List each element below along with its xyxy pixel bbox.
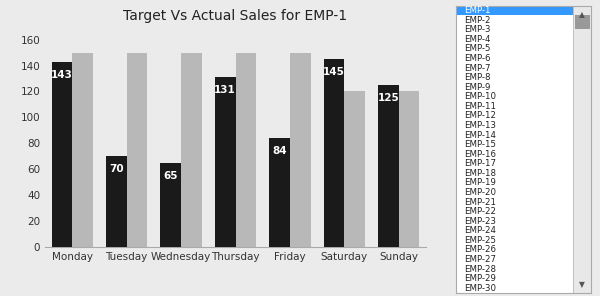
Text: EMP-2: EMP-2 [464, 16, 491, 25]
Text: EMP-29: EMP-29 [464, 274, 496, 283]
Text: EMP-15: EMP-15 [464, 140, 496, 149]
Text: EMP-9: EMP-9 [464, 83, 490, 92]
Text: EMP-6: EMP-6 [464, 54, 491, 63]
Bar [378, 85, 399, 247]
Text: EMP-10: EMP-10 [464, 92, 496, 101]
Text: EMP-25: EMP-25 [464, 236, 496, 245]
Text: EMP-1: EMP-1 [464, 6, 491, 15]
Bar [127, 53, 148, 247]
Text: EMP-21: EMP-21 [464, 198, 496, 207]
Legend: Sale, Target: Sale, Target [185, 294, 286, 296]
FancyBboxPatch shape [574, 6, 591, 293]
Text: EMP-17: EMP-17 [464, 159, 496, 168]
Text: EMP-12: EMP-12 [464, 112, 496, 120]
Text: 84: 84 [272, 146, 287, 156]
Text: EMP-23: EMP-23 [464, 217, 496, 226]
Bar [344, 91, 365, 247]
Text: EMP-4: EMP-4 [464, 35, 491, 44]
Text: EMP-20: EMP-20 [464, 188, 496, 197]
Bar [160, 163, 181, 247]
FancyBboxPatch shape [575, 15, 590, 29]
Text: EMP-18: EMP-18 [464, 169, 496, 178]
Text: EMP-22: EMP-22 [464, 207, 496, 216]
Bar [215, 77, 235, 247]
Text: EMP-24: EMP-24 [464, 226, 496, 235]
Text: EMP-13: EMP-13 [464, 121, 496, 130]
Bar [323, 59, 344, 247]
Text: EMP-30: EMP-30 [464, 284, 496, 293]
Bar [399, 91, 419, 247]
Text: EMP-3: EMP-3 [464, 25, 491, 34]
Bar [290, 53, 311, 247]
Text: ▼: ▼ [579, 280, 585, 289]
Text: EMP-27: EMP-27 [464, 255, 496, 264]
Text: EMP-7: EMP-7 [464, 64, 491, 73]
Text: 131: 131 [214, 85, 236, 95]
Text: 145: 145 [323, 67, 345, 77]
Text: EMP-14: EMP-14 [464, 131, 496, 140]
Text: 65: 65 [163, 171, 178, 181]
Text: EMP-26: EMP-26 [464, 245, 496, 255]
FancyBboxPatch shape [456, 6, 574, 15]
Bar [52, 62, 72, 247]
Text: EMP-8: EMP-8 [464, 73, 491, 82]
Text: ▲: ▲ [579, 10, 585, 19]
Text: EMP-5: EMP-5 [464, 44, 491, 54]
Text: 125: 125 [377, 93, 400, 103]
Text: 70: 70 [109, 164, 124, 174]
Text: EMP-11: EMP-11 [464, 102, 496, 111]
Bar [269, 138, 290, 247]
Text: EMP-19: EMP-19 [464, 178, 496, 187]
Text: EMP-28: EMP-28 [464, 265, 496, 274]
Bar [235, 53, 256, 247]
Bar [72, 53, 93, 247]
Text: EMP-16: EMP-16 [464, 150, 496, 159]
Title: Target Vs Actual Sales for EMP-1: Target Vs Actual Sales for EMP-1 [124, 9, 347, 23]
Bar [181, 53, 202, 247]
Bar [106, 156, 127, 247]
Text: 143: 143 [51, 70, 73, 80]
